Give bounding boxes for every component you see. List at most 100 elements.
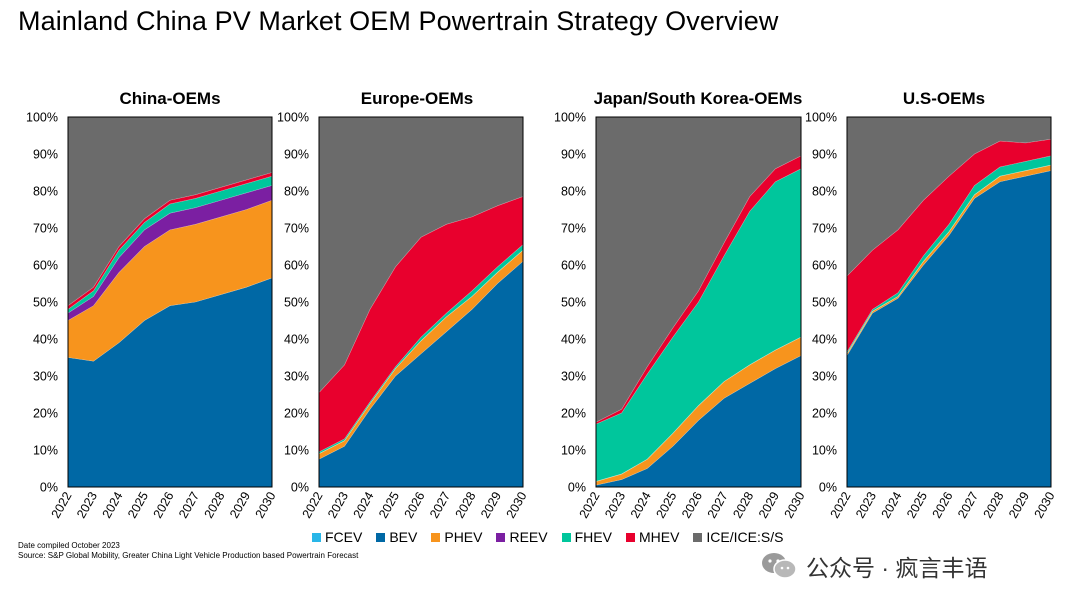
layer-boundary [846,170,1052,356]
x-tick-label: 2028 [730,489,756,520]
x-tick-label: 2023 [602,489,628,520]
y-tick-label: 40% [284,333,309,347]
x-tick-label: 2030 [782,489,808,520]
area-reev [68,185,272,321]
y-tick-label: 20% [561,407,586,421]
x-tick-label: 2028 [453,489,479,520]
legend-swatch-fhev [561,532,571,542]
area-mhev [319,196,523,452]
legend: FCEV BEV PHEV REEV FHEV MHEV ICE/ICE:S/S [312,529,783,545]
layer-boundary [595,355,802,486]
x-tick-label: 2029 [756,489,782,520]
y-tick-label: 60% [812,259,837,273]
area-phev [596,337,801,486]
y-tick-label: 80% [561,185,586,199]
y-tick-label: 50% [284,296,309,310]
layer-boundary [318,249,524,454]
y-tick-label: 60% [284,259,309,273]
y-tick-label: 30% [33,370,58,384]
watermark: 公众号 · 疯言丰语 [760,549,987,583]
legend-label-fhev: FHEV [574,529,612,545]
layer-boundary [846,155,1052,353]
x-tick-label: 2025 [904,489,930,520]
y-tick-label: 20% [284,407,309,421]
y-tick-label: 90% [561,148,586,162]
legend-item-reev: REEV [496,529,548,545]
layer-boundary [67,175,273,310]
legend-label-phev: PHEV [444,529,483,545]
area-fhev [319,244,523,454]
layer-boundary [318,196,524,393]
x-tick-label: 2024 [879,489,905,520]
legend-swatch-mhev [625,532,635,542]
y-tick-label: 70% [561,222,586,236]
area-phev [68,200,272,362]
layer-boundary [595,155,802,423]
x-tick-label: 2026 [679,489,705,520]
layer-boundary [318,249,524,454]
legend-item-bev: BEV [376,529,417,545]
y-tick-label: 0% [40,481,58,495]
wechat-icon [760,551,798,581]
chart-title: Japan/South Korea-OEMs [594,89,803,108]
y-tick-label: 100% [277,111,309,125]
x-tick-label: 2027 [705,489,731,520]
area-ice-ice-s-s [319,117,523,393]
y-tick-label: 0% [819,481,837,495]
chart-1: Europe-OEMs 0% 10% 20% 30% 40% 50% 60% 70% 80% 90%… [277,89,530,521]
area-ice-ice-s-s [68,117,272,306]
x-tick-label: 2026 [151,489,177,520]
x-tick-label: 2027 [176,489,202,520]
footnote-source: Source: S&P Global Mobility, Greater Chi… [18,551,359,560]
layer-boundary [595,336,802,482]
area-mhev [847,139,1051,352]
y-tick-label: 20% [33,407,58,421]
area-ice-ice-s-s [847,117,1051,277]
legend-swatch-ice [693,532,703,542]
y-tick-label: 60% [33,259,58,273]
x-tick-label: 2024 [351,489,377,520]
x-tick-label: 2029 [227,489,253,520]
area-bev [596,355,801,487]
x-tick-label: 2029 [1006,489,1032,520]
y-tick-label: 80% [284,185,309,199]
layer-boundary [67,172,273,306]
legend-label-fcev: FCEV [325,529,363,545]
y-tick-label: 70% [284,222,309,236]
y-tick-label: 70% [33,222,58,236]
y-tick-label: 10% [33,444,58,458]
y-tick-label: 100% [26,111,58,125]
x-tick-label: 2026 [402,489,428,520]
y-tick-label: 90% [284,148,309,162]
x-tick-label: 2028 [981,489,1007,520]
area-bev [847,170,1051,487]
x-tick-label: 2027 [427,489,453,520]
x-tick-label: 2026 [930,489,956,520]
chart-0: China-OEMs 0% 10% 20% 30% 40% 50% 60% 70% 80% 90% 1… [26,89,279,521]
legend-item-phev: PHEV [431,529,482,545]
x-tick-label: 2030 [253,489,279,520]
legend-item-mhev: MHEV [625,529,679,545]
chart-2: Japan/South Korea-OEMs 0% 10% 20% 30% 40% 50% 6… [554,89,808,521]
legend-label-ice: ICE/ICE:S/S [706,529,784,545]
chart-3: U.S-OEMs 0% 10% 20% 30% 40% 50% 60% 70% 80% 90% 100… [805,89,1058,521]
y-tick-label: 50% [33,296,58,310]
layer-boundary [67,277,273,362]
footnote-date: Date compiled October 2023 [18,541,120,550]
y-tick-label: 0% [568,481,586,495]
x-tick-label: 2023 [74,489,100,520]
watermark-text: 公众号 · 疯言丰语 [806,555,988,581]
y-tick-label: 30% [812,370,837,384]
area-phev [319,250,523,460]
y-tick-label: 30% [561,370,586,384]
y-tick-label: 10% [561,444,586,458]
page-title: Mainland China PV Market OEM Powertrain … [18,6,779,36]
layer-boundary [67,185,273,314]
layer-boundary [846,164,1052,354]
legend-item-fcev: FCEV [312,529,362,545]
layer-boundary [595,168,802,425]
legend-item-ice: ICE/ICE:S/S [693,529,783,545]
plot-frame [318,116,524,488]
legend-item-fhev: FHEV [561,529,612,545]
